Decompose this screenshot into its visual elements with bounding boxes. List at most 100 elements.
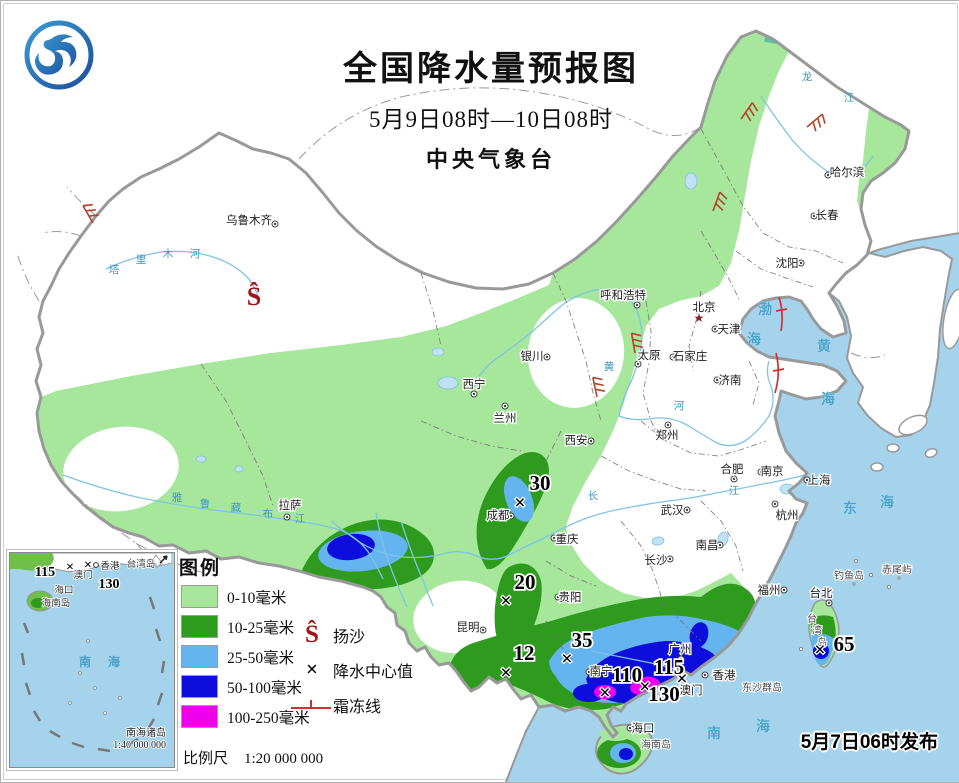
river-label: 雅	[172, 491, 183, 504]
city-dot-core	[799, 261, 803, 265]
taiwan-island	[808, 599, 840, 668]
inset-hongkong-label: 香港	[100, 560, 120, 572]
capital-star-icon: ★	[694, 311, 705, 325]
river-label: 龙	[802, 70, 813, 83]
legend-item-50-100: 50-100毫米	[181, 675, 302, 698]
precip-center-x-icon: ×	[500, 662, 511, 684]
city-label-福州: 福州	[758, 583, 781, 597]
dry-area-west-tibet	[63, 426, 179, 512]
lakes	[195, 172, 795, 547]
city-dot-core	[556, 595, 560, 599]
rivers	[62, 95, 874, 672]
river-label: 塔	[109, 263, 120, 276]
center-value-label: 降水中心值	[333, 663, 414, 681]
inset-sea-char: 南	[79, 654, 91, 669]
city-label-呼和浩特: 呼和浩特	[600, 288, 646, 302]
legend-center-symbol: × 降水中心值	[297, 657, 413, 682]
city-dot-core	[805, 478, 809, 482]
sea	[506, 233, 959, 782]
city-label-济南: 济南	[719, 373, 742, 387]
city-dot-core	[285, 515, 289, 519]
agency-name: 中央气象台	[425, 147, 556, 172]
precip-value-30: 30	[530, 471, 551, 495]
inset-hainan-label: 海南岛	[42, 597, 71, 609]
city-label-贵阳: 贵阳	[559, 591, 582, 604]
swatch-10-25	[181, 615, 218, 638]
city-label-长沙: 长沙	[645, 554, 668, 567]
city-dot-core	[759, 470, 763, 474]
sand-icon: Ŝ	[305, 621, 319, 648]
city-dot-core	[589, 439, 593, 443]
river-label: 鲁	[200, 497, 211, 510]
city-dot-core	[503, 404, 507, 408]
city-dot-core	[509, 514, 513, 518]
inset-title: 南海诸岛	[126, 726, 166, 739]
city-markers: ★	[271, 171, 833, 732]
legend-item-10-25: 10-25毫米	[181, 615, 294, 638]
sea-label: 黄	[817, 338, 831, 355]
precip-center-x-icon: ×	[639, 676, 650, 698]
sea-label: 渤	[758, 301, 772, 318]
city-dot-core	[732, 477, 736, 481]
river-label: 河	[674, 400, 685, 412]
city-dot-core	[636, 362, 640, 366]
cma-logo	[24, 20, 94, 90]
river-label: 长	[588, 490, 599, 502]
frost-line	[772, 296, 788, 394]
city-dot-core	[718, 543, 722, 547]
river-label: 布	[263, 508, 274, 520]
city-dot-core	[635, 303, 639, 307]
sea-label: 海	[821, 391, 835, 408]
city-label-上海: 上海	[808, 473, 831, 487]
city-label-郑州: 郑州	[656, 428, 679, 442]
city-dot-core	[703, 673, 707, 677]
legend-item-100-250: 100-250毫米	[181, 705, 310, 728]
rain-area-100-250-b	[594, 685, 616, 699]
precip-value-20: 20	[515, 570, 536, 594]
city-dot-core	[472, 392, 476, 396]
city-dot-core	[685, 508, 689, 512]
scale-value: 1:20 000 000	[244, 751, 324, 767]
city-label-杭州: 杭州	[776, 508, 799, 522]
forecast-period: 5月9日08时—10日08时	[369, 107, 613, 132]
city-label-南京: 南京	[761, 464, 784, 478]
river-label: 木	[163, 248, 174, 260]
sea-label: 海	[880, 494, 894, 511]
city-dot-core	[587, 670, 591, 674]
sea-label: 海	[747, 331, 761, 348]
island-label: 东沙群岛	[742, 681, 782, 694]
province-borders	[200, 128, 844, 662]
city-label-哈尔滨: 哈尔滨	[830, 165, 865, 179]
legend-frost-symbol: 霜冻线	[291, 693, 381, 717]
river-label: 江	[844, 92, 855, 104]
island-label: 湾	[812, 624, 822, 637]
precip-value-12: 12	[514, 641, 535, 665]
city-label-太原: 太原	[638, 349, 661, 362]
city-dot-core	[679, 657, 683, 661]
precip-center-x-icon: ×	[814, 639, 825, 661]
korea-peninsula	[827, 245, 954, 439]
city-label-沈阳: 沈阳	[776, 256, 799, 270]
city-dot-core	[552, 536, 556, 540]
south-china-sea-inset: × × 115 130 澳门 香港 台湾岛 海口 海南岛 南 海 南海诸岛 1:…	[9, 552, 175, 768]
x-mark-icon: ×	[306, 657, 318, 681]
city-dot-core	[628, 726, 632, 730]
city-dot-core	[773, 502, 777, 506]
precip-value-65: 65	[834, 632, 855, 656]
legend-label: 50-100毫米	[227, 679, 302, 697]
legend-item-0-10: 0-10毫米	[181, 585, 286, 608]
river-label: 江	[295, 513, 306, 525]
city-dot-core	[545, 355, 549, 359]
legend-label: 100-250毫米	[227, 709, 310, 727]
sea-label: 东	[843, 500, 857, 517]
inset-x-mark: ×	[84, 558, 92, 573]
island-label: 钓鱼岛	[834, 569, 864, 582]
rain-area-25-50-sichuan	[503, 476, 535, 522]
city-label-南昌: 南昌	[696, 538, 719, 552]
city-label-乌鲁木齐: 乌鲁木齐	[226, 213, 272, 227]
city-dot-core	[812, 214, 816, 218]
wind-barb-icons	[82, 102, 826, 398]
